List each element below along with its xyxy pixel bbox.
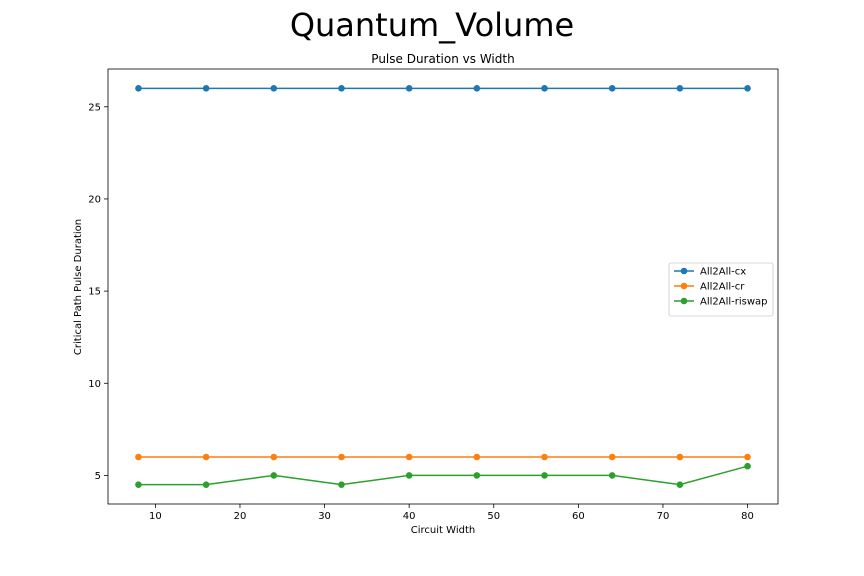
series-line	[138, 465, 748, 486]
legend-swatch-marker	[680, 267, 688, 275]
data-point	[405, 472, 413, 479]
data-point	[270, 85, 278, 92]
x-tick-label: 10	[149, 511, 162, 522]
data-point	[676, 453, 684, 461]
x-axis-label: Circuit Width	[411, 525, 475, 536]
x-tick-label: 70	[657, 511, 670, 522]
x-tick-label: 20	[234, 511, 247, 522]
legend-label: All2All-cx	[700, 267, 746, 278]
data-point	[473, 472, 481, 479]
y-axis-label: Critical Path Pulse Duration	[73, 219, 84, 355]
y-axis: 5 10 15 20 25	[88, 102, 108, 482]
legend-swatch-marker	[680, 282, 688, 290]
legend-item: All2All-cx	[674, 267, 746, 278]
data-point	[744, 85, 751, 92]
data-point	[135, 481, 142, 488]
y-tick-label: 5	[95, 471, 101, 482]
data-point	[541, 472, 548, 479]
y-tick-label: 25	[88, 102, 101, 113]
chart-title: Pulse Duration vs Width	[371, 52, 514, 66]
data-point	[135, 85, 142, 92]
data-point	[405, 453, 413, 461]
x-tick-label: 80	[741, 511, 754, 522]
data-point	[405, 85, 413, 92]
y-tick-label: 10	[88, 379, 101, 390]
data-point	[608, 85, 616, 92]
y-tick-label: 20	[88, 194, 101, 205]
series-1	[135, 453, 751, 461]
legend-item: All2All-cr	[674, 282, 745, 293]
data-point	[676, 481, 684, 488]
data-point	[608, 472, 616, 479]
data-point	[744, 453, 751, 461]
data-point	[473, 453, 481, 461]
data-point	[338, 85, 345, 92]
data-point	[541, 85, 548, 92]
x-tick-label: 50	[487, 511, 500, 522]
legend-label: All2All-riswap	[700, 297, 768, 308]
x-tick-label: 60	[572, 511, 585, 522]
legend-swatch-marker	[680, 297, 688, 305]
series-2	[135, 462, 751, 488]
series-0	[135, 85, 751, 92]
data-point	[270, 472, 278, 479]
data-point	[270, 453, 278, 461]
data-point	[608, 453, 616, 461]
legend-item: All2All-riswap	[674, 297, 768, 308]
plot-area	[107, 68, 779, 505]
data-point	[202, 453, 210, 461]
data-point	[202, 481, 210, 488]
legend-label: All2All-cr	[700, 282, 745, 293]
data-point	[338, 453, 345, 461]
data-point	[541, 453, 548, 461]
x-axis: 10 20 30 40 50 60 70 80	[149, 504, 754, 522]
legend: All2All-cx All2All-cr All2All-riswap	[668, 262, 774, 317]
x-tick-label: 40	[403, 511, 416, 522]
series-layer	[135, 85, 751, 488]
x-tick-label: 30	[318, 511, 331, 522]
data-point	[744, 462, 751, 470]
data-point	[473, 85, 481, 92]
data-point	[202, 85, 210, 92]
data-point	[676, 85, 684, 92]
y-tick-label: 15	[88, 287, 101, 298]
data-point	[338, 481, 345, 488]
figure-suptitle: Quantum_Volume	[289, 6, 575, 44]
data-point	[135, 453, 142, 461]
legend-box	[668, 262, 774, 317]
